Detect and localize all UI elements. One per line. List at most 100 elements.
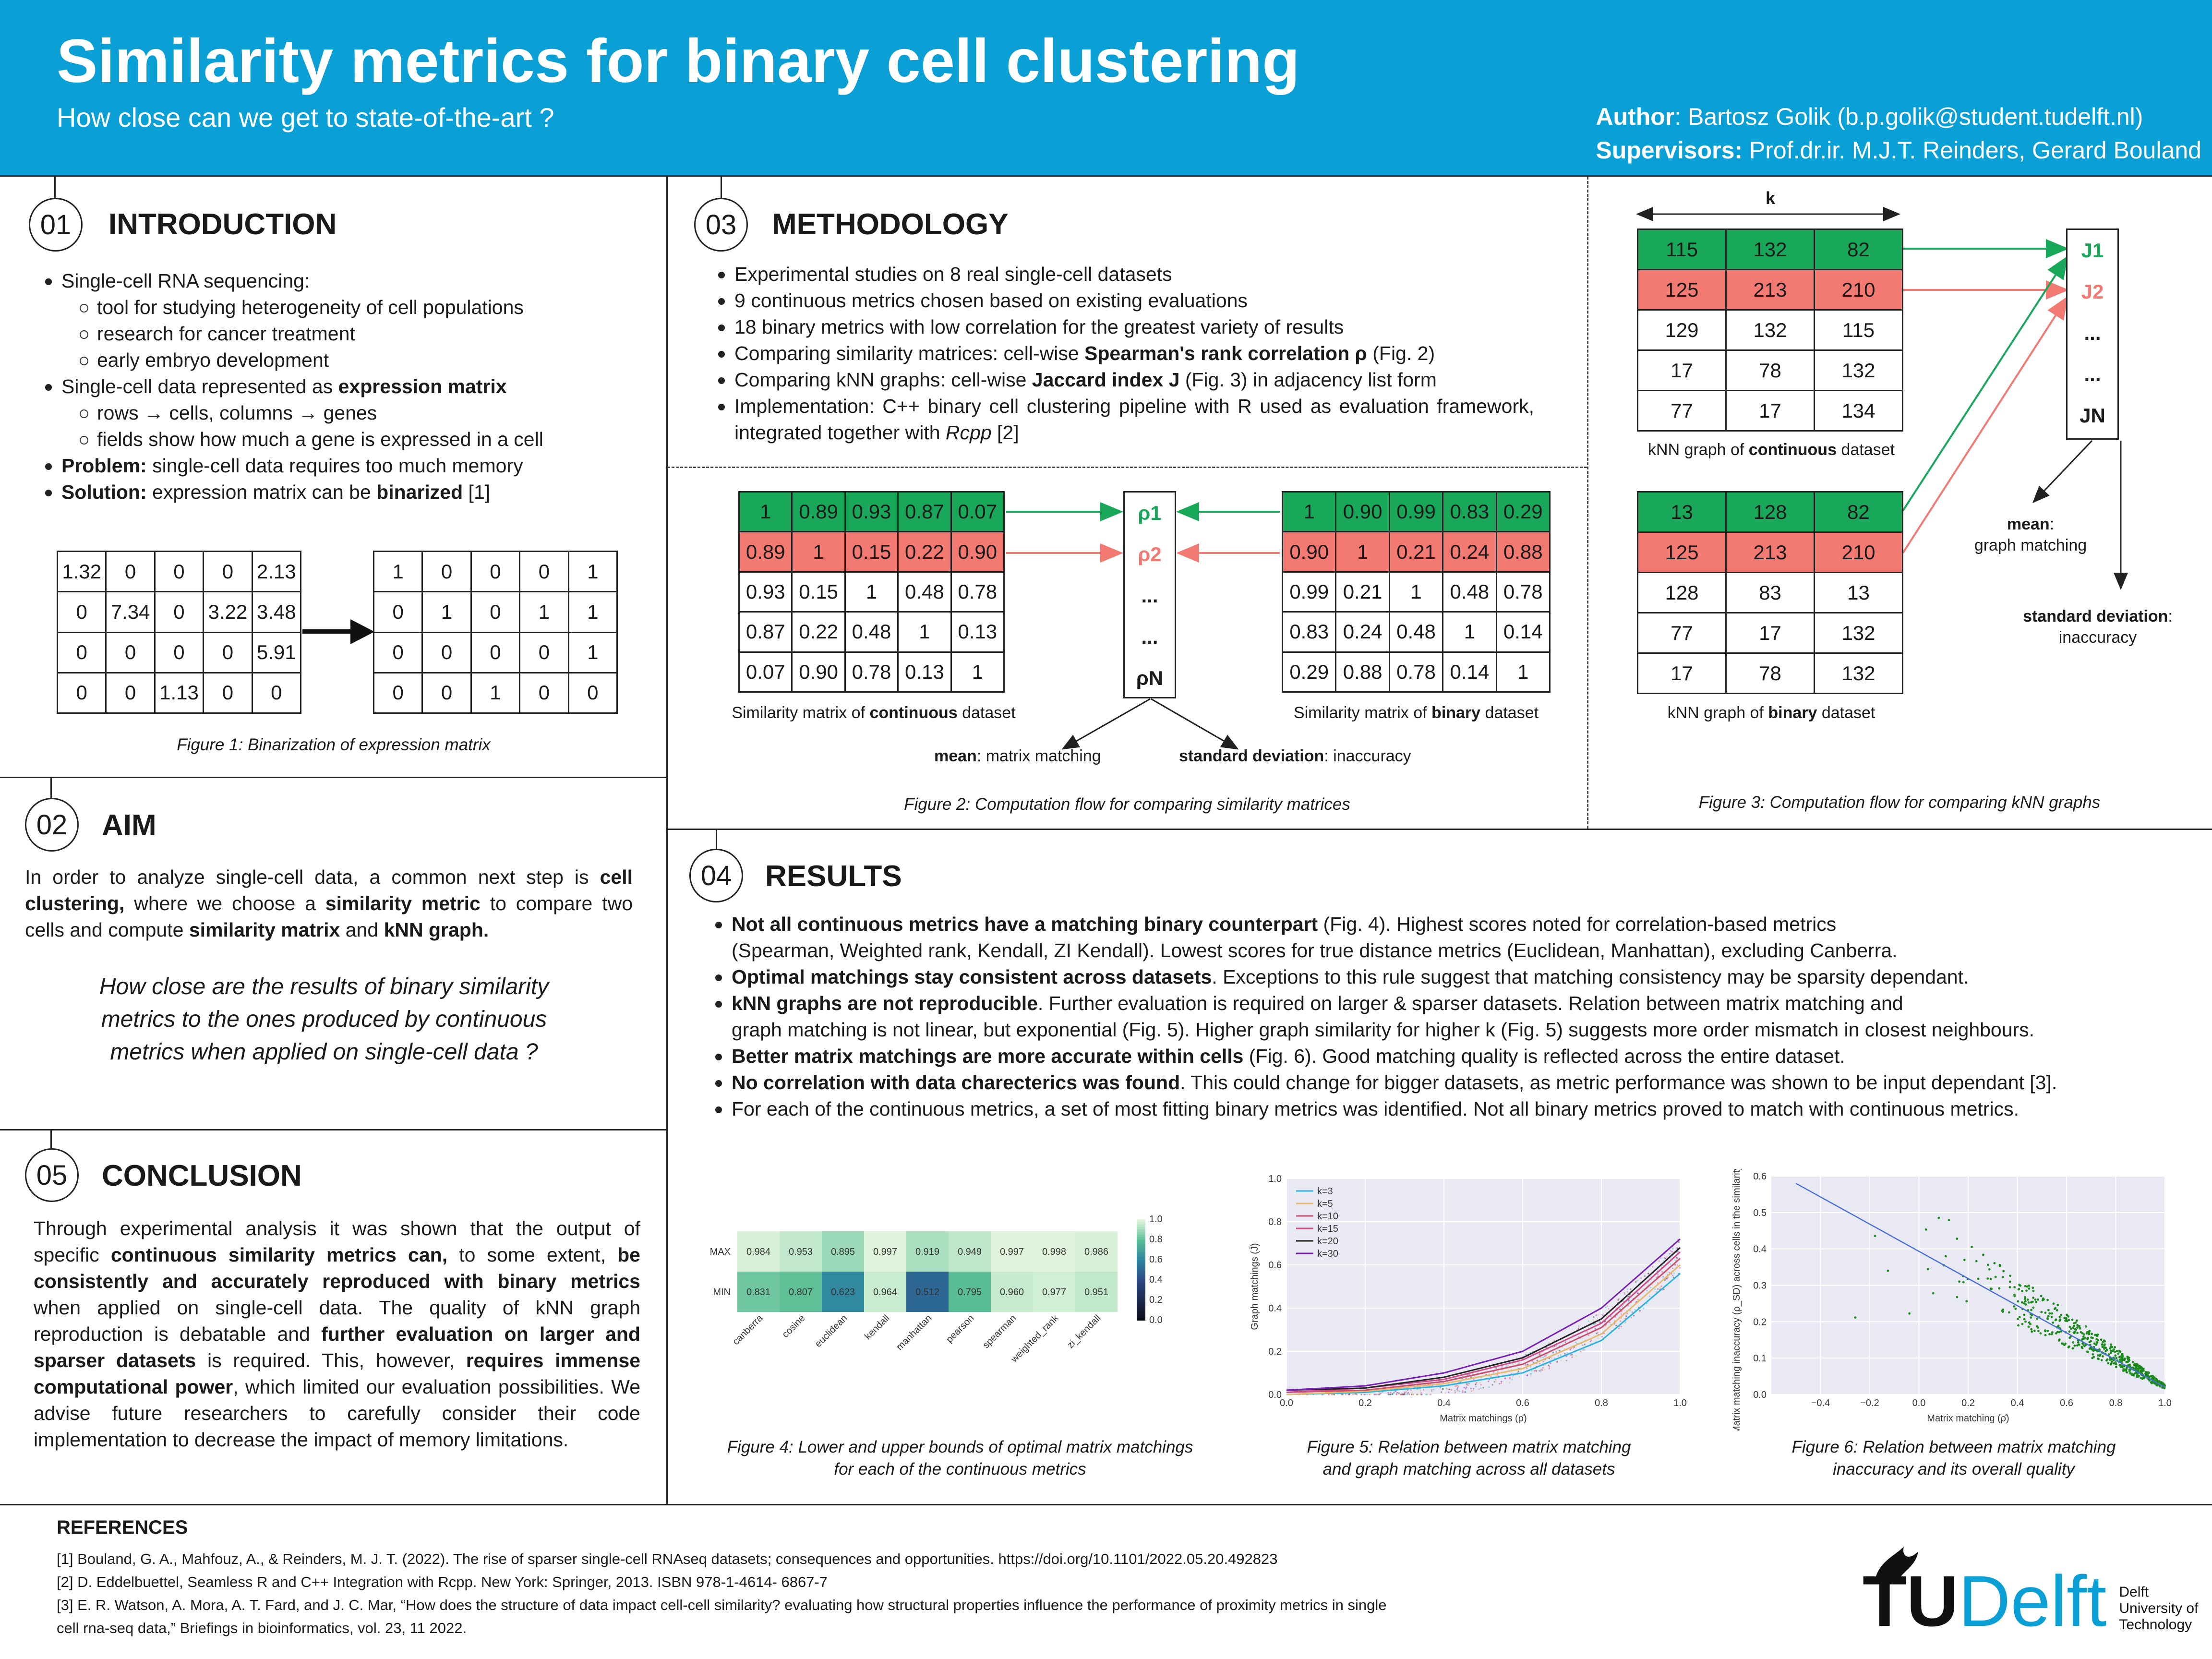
scatter-point <box>1874 1235 1876 1238</box>
matrix-cell: 1 <box>1495 651 1551 693</box>
scatter-point <box>2054 1308 2056 1310</box>
scatter-point <box>1605 1324 1607 1327</box>
y-axis-label: Matrix matching inaccuracy (ρ_SD) across… <box>1731 1169 1742 1431</box>
plot-background <box>1286 1178 1680 1395</box>
scatter-point <box>2104 1340 2106 1343</box>
heatmap-value: 0.895 <box>831 1247 855 1257</box>
matrix-cell: 0.78 <box>1495 571 1551 613</box>
scatter-point <box>1538 1354 1539 1356</box>
scatter-point <box>1553 1340 1555 1342</box>
scatter-point <box>1410 1394 1413 1395</box>
scatter-point <box>1527 1374 1528 1376</box>
scatter-point <box>2079 1327 2081 1330</box>
scatter-point <box>1540 1357 1542 1358</box>
matrix-cell: 1 <box>897 611 952 653</box>
scatter-point <box>1541 1369 1543 1371</box>
jaccard-vector: J1 J2...... JN <box>2066 228 2119 440</box>
scatter-point <box>1559 1350 1561 1352</box>
scatter-point <box>1455 1385 1457 1387</box>
scatter-point <box>1566 1352 1568 1354</box>
scatter-point <box>1429 1394 1431 1395</box>
x-tick-label: 0.2 <box>1961 1398 1975 1408</box>
scatter-point <box>2133 1373 2136 1375</box>
scatter-point <box>1628 1299 1630 1301</box>
scatter-point <box>2113 1362 2116 1365</box>
scatter-point <box>1419 1390 1421 1392</box>
scatter-point <box>1539 1371 1541 1373</box>
legend-label: k=30 <box>1317 1249 1338 1259</box>
scatter-point <box>1389 1394 1391 1395</box>
heatmap-value: 0.919 <box>915 1247 939 1257</box>
scatter-point <box>2076 1319 2078 1322</box>
colorbar-segment <box>1137 1274 1145 1278</box>
matrix-row: 13 128 82 <box>1637 491 1903 533</box>
matrix-cell: 1 <box>791 531 846 573</box>
scatter-point <box>1565 1359 1567 1361</box>
intro-subbullet: early embryo development <box>45 347 650 373</box>
intro-text: Single-cell data represented as <box>61 375 338 397</box>
scatter-point <box>1480 1384 1482 1386</box>
heatmap-value: 0.977 <box>1042 1287 1066 1298</box>
matrix-cell: 132 <box>1814 349 1903 391</box>
scatter-point <box>1529 1351 1531 1353</box>
scatter-point <box>1548 1364 1550 1366</box>
y-tick-label: 0.2 <box>1753 1317 1767 1327</box>
scatter-point <box>2126 1371 2128 1374</box>
scatter-point <box>2046 1329 2049 1332</box>
heatmap-cell <box>906 1231 949 1272</box>
figure4-caption: Figure 4: Lower and upper bounds of opti… <box>691 1436 1229 1480</box>
scatter-point <box>1586 1331 1588 1333</box>
vector-entry: ... <box>1141 584 1158 607</box>
scatter-point <box>1660 1257 1662 1259</box>
scatter-point <box>2021 1322 2024 1325</box>
matrix-cell: 1 <box>470 672 521 714</box>
methodology-text: (Fig. 2) <box>1367 342 1435 364</box>
scatter-point <box>2146 1373 2149 1376</box>
scatter-point <box>2030 1316 2032 1319</box>
scatter-point <box>2152 1381 2154 1383</box>
scatter-point <box>2023 1313 2026 1316</box>
colorbar-segment <box>1137 1260 1145 1263</box>
colorbar-segment <box>1137 1252 1145 1255</box>
colorbar-tick: 0.6 <box>1149 1254 1163 1265</box>
scatter-point <box>2088 1332 2091 1334</box>
scatter-point <box>1623 1292 1625 1294</box>
scatter-point <box>2092 1356 2095 1358</box>
poster-title: Similarity metrics for binary cell clust… <box>57 27 1300 96</box>
reference-3: [3] E. R. Watson, A. Mora, A. T. Fard, a… <box>57 1597 1387 1613</box>
scatter-point <box>2073 1324 2075 1327</box>
matrix-cell: 0.22 <box>897 531 952 573</box>
matrix-row: 0 0 1.13 0 0 <box>56 672 302 714</box>
methodology-text: Comparing kNN graphs: cell-wise <box>734 369 1032 391</box>
scatter-point <box>2082 1335 2085 1338</box>
matrix-cell: 115 <box>1814 309 1903 351</box>
matrix-cell: 0.88 <box>1495 531 1551 573</box>
similarity-matrix-binary: 1 0.90 0.99 0.83 0.29 0.90 1 0.21 0.24 0.88 0.99 0.… <box>1281 491 1551 693</box>
scatter-point <box>1679 1267 1681 1269</box>
scatter-point <box>2040 1310 2043 1313</box>
scatter-point <box>2017 1324 2020 1327</box>
scatter-point <box>1620 1313 1622 1315</box>
matrix-cell: 0 <box>203 550 253 593</box>
header-divider <box>0 175 2212 177</box>
scatter-point <box>1581 1351 1583 1353</box>
scatter-point <box>1475 1383 1477 1385</box>
heatmap-cell <box>1075 1272 1118 1312</box>
scatter-point <box>2037 1298 2039 1301</box>
scatter-point <box>2142 1376 2145 1379</box>
scatter-point <box>1618 1298 1620 1300</box>
colorbar-segment <box>1137 1272 1145 1275</box>
scatter-point <box>1410 1389 1412 1391</box>
scatter-point <box>2046 1298 2049 1301</box>
scatter-point <box>1655 1276 1657 1278</box>
scatter-point <box>2091 1333 2093 1335</box>
scatter-point <box>1391 1393 1394 1395</box>
scatter-point <box>2051 1331 2054 1334</box>
scatter-point <box>1525 1364 1527 1366</box>
scatter-point <box>1398 1392 1400 1394</box>
caption-line: Figure 4: Lower and upper bounds of opti… <box>727 1438 1193 1456</box>
scatter-point <box>2118 1349 2121 1352</box>
results-text: . Exceptions to this rule suggest that m… <box>1212 966 1969 988</box>
scatter-point <box>2107 1362 2110 1365</box>
